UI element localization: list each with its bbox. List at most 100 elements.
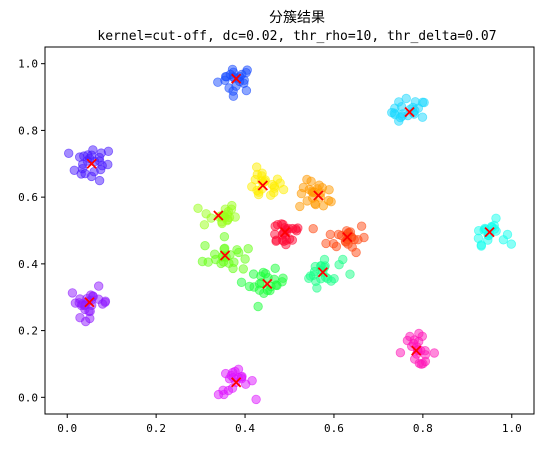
data-point-cluster-9 xyxy=(197,256,208,267)
data-point-cluster-5 xyxy=(223,214,233,225)
data-point-cluster-14 xyxy=(218,385,228,396)
data-point-cluster-14 xyxy=(228,373,239,383)
data-point-cluster-13 xyxy=(395,348,406,358)
cluster-center-marker-5 xyxy=(213,210,224,221)
data-point-cluster-4 xyxy=(302,196,312,206)
chart-title: 分簇结果 xyxy=(269,10,325,26)
cluster-center-marker-7 xyxy=(342,232,353,243)
data-point-cluster-7 xyxy=(356,221,367,231)
data-point-cluster-13 xyxy=(416,359,427,369)
cluster-center-marker-0 xyxy=(231,73,242,84)
data-point-cluster-0 xyxy=(241,85,252,96)
y-tick-label: 0.2 xyxy=(18,325,38,338)
y-tick-label: 0.0 xyxy=(18,391,38,404)
data-point-cluster-10 xyxy=(316,261,326,271)
y-tick-label: 0.8 xyxy=(18,124,38,137)
data-point-cluster-1 xyxy=(417,112,428,122)
y-axis: 0.0 0.2 0.4 0.6 0.8 1.0 xyxy=(18,58,45,404)
data-point-cluster-12 xyxy=(100,296,111,306)
data-point-cluster-12 xyxy=(93,281,104,291)
data-point-cluster-9 xyxy=(243,243,253,254)
data-point-cluster-9 xyxy=(240,254,250,264)
data-point-cluster-3 xyxy=(247,181,257,192)
data-point-cluster-11 xyxy=(236,277,247,288)
data-point-cluster-11 xyxy=(278,273,288,283)
data-point-cluster-1 xyxy=(419,97,429,108)
data-point-cluster-4 xyxy=(324,185,334,195)
data-point-cluster-9 xyxy=(200,240,210,251)
data-point-cluster-11 xyxy=(259,288,269,299)
data-point-cluster-5 xyxy=(199,220,210,230)
x-tick-label: 0.2 xyxy=(146,422,166,435)
data-point-cluster-2 xyxy=(86,171,97,182)
data-point-cluster-8 xyxy=(476,241,487,251)
data-point-cluster-7 xyxy=(325,229,336,240)
data-point-cluster-2 xyxy=(96,148,106,158)
data-point-cluster-4 xyxy=(308,187,318,198)
data-point-cluster-0 xyxy=(225,69,236,80)
data-point-cluster-14 xyxy=(240,379,251,389)
data-point-cluster-13 xyxy=(417,331,428,342)
data-point-cluster-11 xyxy=(244,281,255,292)
data-point-cluster-13 xyxy=(429,348,440,358)
data-point-cluster-3 xyxy=(266,190,276,200)
data-point-cluster-0 xyxy=(220,75,230,86)
data-point-cluster-9 xyxy=(238,264,249,274)
y-tick-label: 0.4 xyxy=(18,258,38,271)
points-layer xyxy=(63,64,517,405)
data-point-cluster-8 xyxy=(506,239,517,249)
x-tick-label: 0.4 xyxy=(235,422,255,435)
chart-subtitle: kernel=cut-off, dc=0.02, thr_rho=10, thr… xyxy=(97,29,496,44)
data-point-cluster-9 xyxy=(232,245,242,255)
data-point-cluster-9 xyxy=(219,231,230,242)
data-point-cluster-14 xyxy=(251,394,261,405)
data-point-cluster-0 xyxy=(241,67,251,78)
data-point-cluster-4 xyxy=(295,201,305,212)
data-point-cluster-14 xyxy=(227,383,238,393)
cluster-center-marker-14 xyxy=(231,377,242,388)
data-point-cluster-4 xyxy=(318,201,329,211)
x-axis: 0.0 0.2 0.4 0.6 0.8 1.0 xyxy=(57,414,522,435)
data-point-cluster-8 xyxy=(498,235,509,245)
centers-layer xyxy=(84,73,495,388)
cluster-center-marker-6 xyxy=(279,227,291,238)
data-point-cluster-7 xyxy=(351,247,361,258)
data-point-cluster-8 xyxy=(491,213,501,224)
data-point-cluster-6 xyxy=(279,236,289,247)
data-point-cluster-7 xyxy=(331,241,342,252)
data-point-cluster-7 xyxy=(308,223,318,234)
cluster-center-marker-10 xyxy=(317,267,328,278)
data-point-cluster-9 xyxy=(229,257,239,267)
data-point-cluster-5 xyxy=(201,209,211,219)
data-point-cluster-13 xyxy=(420,350,431,360)
data-point-cluster-10 xyxy=(304,273,314,284)
data-point-cluster-9 xyxy=(219,244,229,254)
data-point-cluster-7 xyxy=(359,232,369,243)
data-point-cluster-10 xyxy=(326,276,336,286)
data-point-cluster-9 xyxy=(209,249,220,259)
data-point-cluster-4 xyxy=(314,180,324,190)
data-point-cluster-1 xyxy=(389,108,400,118)
x-tick-label: 0.6 xyxy=(324,422,344,435)
cluster-center-marker-1 xyxy=(404,106,415,118)
data-point-cluster-3 xyxy=(257,168,267,178)
data-point-cluster-3 xyxy=(272,174,283,184)
cluster-center-marker-8 xyxy=(484,227,495,238)
cluster-center-marker-13 xyxy=(411,345,422,356)
data-point-cluster-2 xyxy=(88,145,98,155)
data-point-cluster-11 xyxy=(248,269,259,279)
data-point-cluster-2 xyxy=(63,148,74,159)
data-point-cluster-11 xyxy=(254,279,265,289)
data-point-cluster-2 xyxy=(74,152,85,162)
data-point-cluster-12 xyxy=(67,288,78,298)
data-point-cluster-10 xyxy=(312,283,322,293)
data-point-cluster-12 xyxy=(75,313,85,323)
data-point-cluster-0 xyxy=(228,86,238,96)
y-tick-label: 1.0 xyxy=(18,58,38,71)
cluster-center-marker-12 xyxy=(84,297,95,308)
data-point-cluster-2 xyxy=(97,160,107,171)
cluster-center-marker-2 xyxy=(86,158,97,169)
data-point-cluster-4 xyxy=(311,199,321,210)
data-point-cluster-10 xyxy=(338,254,348,265)
